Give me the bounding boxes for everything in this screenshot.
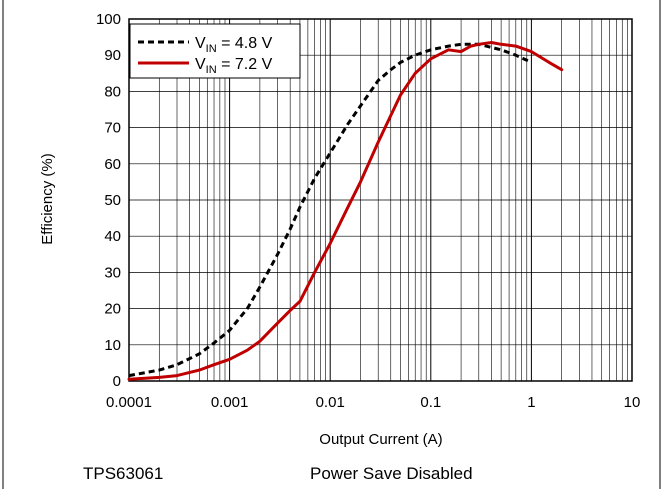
legend: VIN = 4.8 V VIN = 7.2 V: [129, 23, 301, 79]
y-tick-label: 70: [104, 120, 121, 137]
legend-box: [129, 23, 301, 79]
y-tick-label: 40: [104, 228, 121, 245]
y-tick-label: 60: [104, 156, 121, 173]
x-tick-label: 1: [527, 394, 535, 411]
y-tick-label: 100: [96, 11, 121, 28]
y-tick-label: 20: [104, 301, 121, 318]
x-tick-label: 0.0001: [106, 394, 152, 411]
y-axis-label: Efficiency (%): [39, 153, 56, 244]
series-line-7p2v: [127, 41, 564, 381]
series-line-4p8v: [128, 42, 533, 378]
footer-device: TPS63061: [83, 464, 163, 483]
y-tick-label: 90: [104, 47, 121, 64]
y-tick-label: 30: [104, 264, 121, 281]
grid: [128, 18, 633, 382]
legend-label-7p2v: VIN = 7.2 V: [195, 56, 273, 76]
plot-frame: [128, 18, 633, 382]
y-tick-label: 50: [104, 192, 121, 209]
legend-label-4p8v: VIN = 4.8 V: [195, 35, 273, 55]
x-axis-label: Output Current (A): [319, 431, 442, 448]
x-tick-label: 0.001: [211, 394, 249, 411]
y-tick-label: 80: [104, 83, 121, 100]
series-lines: [127, 41, 564, 381]
footer-mode: Power Save Disabled: [310, 464, 473, 483]
x-tick-label: 10: [624, 394, 641, 411]
tick-labels: 0.0001 0.001 0.01 0.1 1 100102030405060708090…: [96, 11, 640, 411]
x-tick-label: 0.01: [316, 394, 345, 411]
x-tick-label: 0.1: [420, 394, 441, 411]
y-tick-label: 0: [113, 373, 121, 390]
y-tick-label: 10: [104, 337, 121, 354]
